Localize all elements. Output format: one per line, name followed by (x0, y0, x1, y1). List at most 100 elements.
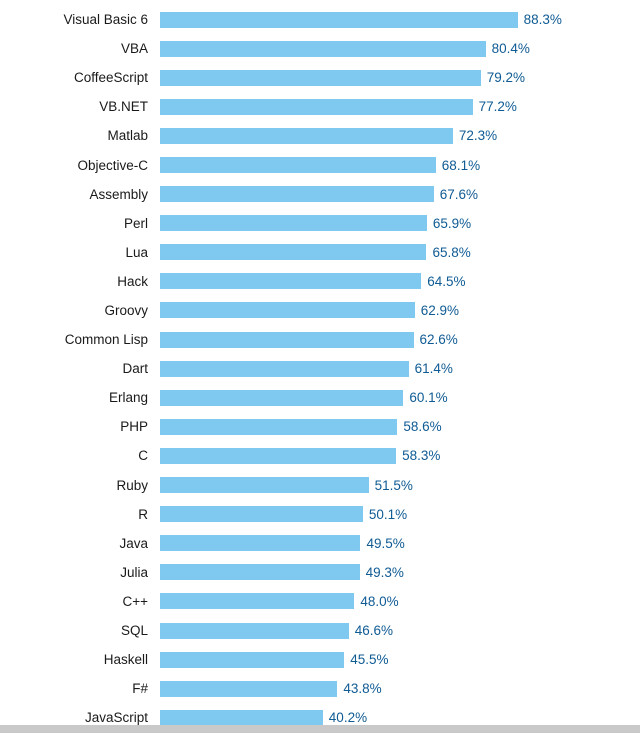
chart-row: Ruby 51.5% (0, 471, 640, 500)
value-label: 61.4% (414, 361, 453, 377)
bar (160, 564, 360, 581)
chart-row: VBA 80.4% (0, 34, 640, 63)
chart-row: R 50.1% (0, 500, 640, 529)
value-label: 64.5% (427, 273, 466, 289)
bar-area: 58.6% (160, 418, 640, 435)
bar-area: 48.0% (160, 593, 640, 610)
bar (160, 127, 453, 144)
category-label: R (138, 506, 148, 522)
bar (160, 622, 349, 639)
bar-area: 72.3% (160, 127, 640, 144)
bar-area: 88.3% (160, 11, 640, 28)
chart-row: Erlang 60.1% (0, 383, 640, 412)
value-label: 62.9% (420, 302, 460, 318)
bar (160, 477, 369, 494)
value-label: 68.1% (441, 157, 481, 173)
bar (160, 40, 486, 57)
value-label: 79.2% (486, 70, 526, 86)
bar (160, 215, 427, 232)
category-label: Matlab (107, 128, 148, 144)
chart-row: Visual Basic 6 88.3% (0, 5, 640, 34)
bar-area: 58.3% (160, 447, 640, 464)
chart-row: C 58.3% (0, 441, 640, 470)
bar (160, 360, 409, 377)
category-label: Java (119, 535, 148, 551)
category-label: Erlang (108, 390, 148, 406)
value-label: 58.6% (403, 419, 442, 435)
value-label: 49.3% (365, 564, 404, 580)
bar-area: 80.4% (160, 40, 640, 57)
chart-row: F# 43.8% (0, 674, 640, 703)
bar-area: 50.1% (160, 506, 640, 523)
category-label: Ruby (116, 477, 148, 493)
category-label: JavaScript (84, 710, 148, 726)
bar (160, 680, 338, 697)
value-label: 62.6% (419, 332, 458, 348)
bar (160, 447, 397, 464)
value-label: 65.9% (432, 215, 472, 231)
value-label: 80.4% (491, 41, 530, 57)
category-label: Visual Basic 6 (63, 12, 148, 28)
category-label: Hack (117, 273, 148, 289)
category-label: Haskell (103, 652, 148, 668)
category-label: Common Lisp (64, 332, 148, 348)
chart-row: SQL 46.6% (0, 616, 640, 645)
bar-area: 62.6% (160, 331, 640, 348)
bar (160, 98, 473, 115)
bar (160, 651, 345, 668)
value-label: 65.8% (432, 244, 471, 260)
value-label: 43.8% (343, 681, 382, 697)
chart-row: Lua 65.8% (0, 238, 640, 267)
value-label: 72.3% (458, 128, 498, 144)
category-label: SQL (120, 623, 148, 639)
value-label: 67.6% (439, 186, 479, 202)
value-label: 48.0% (360, 593, 399, 609)
bar-area: 45.5% (160, 651, 640, 668)
chart-row: Haskell 45.5% (0, 645, 640, 674)
bar-area: 46.6% (160, 622, 640, 639)
value-label: 60.1% (409, 390, 448, 406)
bar (160, 535, 361, 552)
bar-area: 65.8% (160, 244, 640, 261)
chart-row: CoffeeScript 79.2% (0, 63, 640, 92)
value-label: 88.3% (523, 12, 562, 28)
category-label: C (138, 448, 148, 464)
category-label: CoffeeScript (73, 70, 148, 86)
chart-row: Dart 61.4% (0, 354, 640, 383)
chart-row: Groovy 62.9% (0, 296, 640, 325)
bar (160, 302, 415, 319)
value-label: 51.5% (374, 477, 413, 493)
chart-row: Objective-C 68.1% (0, 150, 640, 179)
bar-area: 64.5% (160, 273, 640, 290)
category-label: PHP (120, 419, 148, 435)
value-label: 40.2% (328, 710, 368, 726)
chart-row: C++ 48.0% (0, 587, 640, 616)
chart-row: Assembly 67.6% (0, 180, 640, 209)
category-label: Assembly (89, 186, 148, 202)
chart-row: VB.NET 77.2% (0, 92, 640, 121)
bar (160, 11, 518, 28)
bar-area: 68.1% (160, 157, 640, 174)
bar-area: 79.2% (160, 69, 640, 86)
category-label: Objective-C (77, 157, 148, 173)
bar (160, 418, 398, 435)
bar (160, 331, 414, 348)
chart-row: Julia 49.3% (0, 558, 640, 587)
value-label: 45.5% (350, 652, 389, 668)
chart-row: PHP 58.6% (0, 412, 640, 441)
bar-area: 60.1% (160, 389, 640, 406)
bar (160, 709, 323, 726)
bar-area: 49.3% (160, 564, 640, 581)
bar (160, 389, 404, 406)
bar (160, 593, 355, 610)
bar-area: 43.8% (160, 680, 640, 697)
bar (160, 273, 422, 290)
bar-area: 77.2% (160, 98, 640, 115)
category-label: Dart (122, 361, 148, 377)
chart-row: Common Lisp 62.6% (0, 325, 640, 354)
bar-area: 62.9% (160, 302, 640, 319)
bar (160, 244, 427, 261)
chart-row: JavaScript 40.2% (0, 703, 640, 732)
bar-area: 51.5% (160, 477, 640, 494)
